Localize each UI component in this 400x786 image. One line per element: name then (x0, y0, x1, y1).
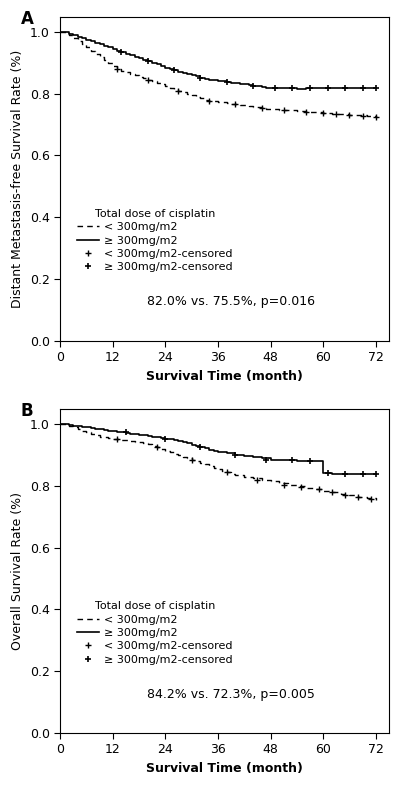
X-axis label: Survival Time (month): Survival Time (month) (146, 762, 303, 775)
Text: 84.2% vs. 72.3%, p=0.005: 84.2% vs. 72.3%, p=0.005 (147, 688, 315, 700)
Legend: < 300mg/m2, ≥ 300mg/m2, < 300mg/m2-censored, ≥ 300mg/m2-censored: < 300mg/m2, ≥ 300mg/m2, < 300mg/m2-censo… (72, 204, 238, 277)
X-axis label: Survival Time (month): Survival Time (month) (146, 369, 303, 383)
Y-axis label: Distant Metastasis-free Survival Rate (%): Distant Metastasis-free Survival Rate (%… (11, 50, 24, 308)
Text: B: B (21, 402, 33, 421)
Text: 82.0% vs. 75.5%, p=0.016: 82.0% vs. 75.5%, p=0.016 (147, 296, 315, 308)
Legend: < 300mg/m2, ≥ 300mg/m2, < 300mg/m2-censored, ≥ 300mg/m2-censored: < 300mg/m2, ≥ 300mg/m2, < 300mg/m2-censo… (72, 597, 238, 669)
Y-axis label: Overall Survival Rate (%): Overall Survival Rate (%) (11, 492, 24, 650)
Text: A: A (21, 10, 34, 28)
